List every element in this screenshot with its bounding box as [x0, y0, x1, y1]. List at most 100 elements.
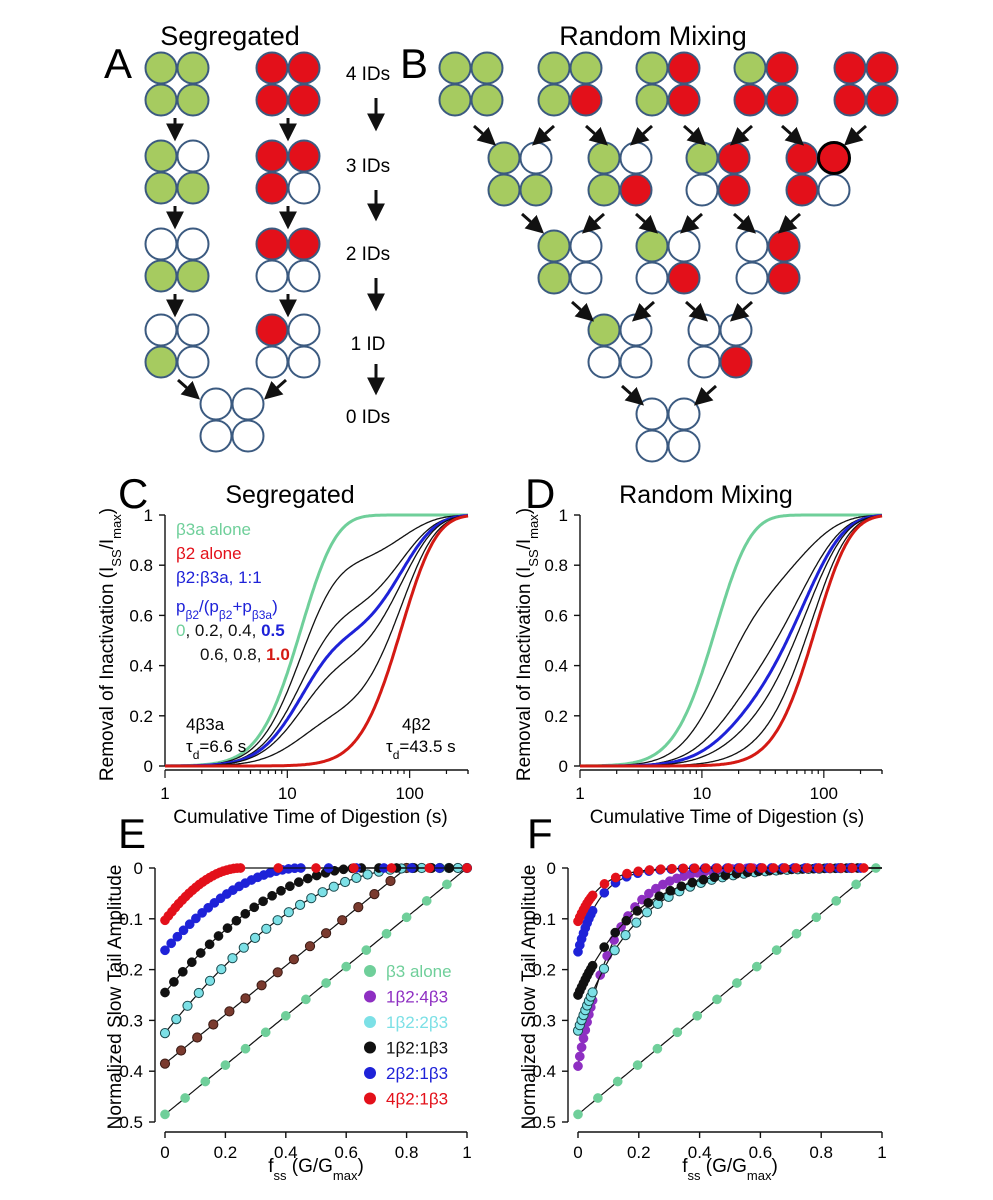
beta2-curve: [165, 514, 469, 768]
beta2-subunit: [865, 83, 899, 117]
data-point: [186, 957, 197, 968]
data-point: [462, 863, 472, 873]
data-point: [328, 881, 339, 892]
data-point: [672, 1027, 683, 1038]
data-point: [701, 863, 711, 873]
one-to-one-curve: [580, 514, 883, 768]
beta2-subunit: [765, 83, 799, 117]
arrow: [777, 212, 801, 234]
empty-subunit: [519, 141, 553, 175]
x-tick-label: 1: [575, 784, 584, 803]
empty-subunit: [255, 259, 289, 293]
annotation-4b3a: 4β3a: [186, 715, 225, 734]
data-point: [176, 1045, 187, 1056]
highlight-ring: [817, 141, 851, 175]
data-point: [847, 863, 858, 873]
beta3a-subunit: [537, 83, 571, 117]
beta3a-subunit: [176, 259, 210, 293]
x-tick-label: 100: [395, 784, 423, 803]
arrow: [729, 124, 753, 146]
data-point: [337, 915, 348, 926]
beta3a-subunit: [733, 51, 767, 85]
data-point: [321, 978, 331, 988]
subunit-quad: [255, 227, 321, 293]
data-point: [598, 963, 610, 974]
beta2-subunit: [767, 261, 801, 295]
data-point: [802, 863, 813, 873]
data-point: [240, 908, 251, 919]
data-point: [621, 915, 632, 926]
x-tick-label: 10: [692, 784, 711, 803]
empty-subunit: [719, 313, 753, 347]
subunit-quad: [687, 313, 753, 379]
y-tick-label: 0.4: [119, 1062, 143, 1081]
subunit-quad: [438, 51, 504, 117]
arrow: [571, 300, 595, 322]
data-point: [260, 1027, 271, 1038]
subunit-quad: [199, 387, 265, 453]
data-point: [578, 1033, 589, 1044]
empty-subunit: [176, 345, 210, 379]
beta2-subunit: [287, 83, 321, 117]
x-tick-label: 0.8: [395, 1143, 419, 1162]
data-point: [160, 987, 170, 998]
subunit-quad: [833, 51, 899, 117]
beta2-subunit: [785, 141, 819, 175]
x-tick-label: 1: [877, 1143, 886, 1162]
data-point: [442, 879, 452, 890]
arrow: [629, 124, 653, 146]
data-point: [159, 1058, 171, 1069]
data-point: [734, 863, 745, 873]
x-tick-label: 1: [160, 784, 169, 803]
arrow: [585, 124, 609, 146]
beta2-subunit: [717, 141, 751, 175]
data-point: [593, 1093, 603, 1103]
arrow: [729, 300, 753, 322]
arrow: [781, 124, 805, 146]
fraction-values-row2: 0.6, 0.8, 1.0: [200, 645, 290, 664]
beta3a-subunit: [438, 83, 472, 117]
data-point: [204, 939, 215, 950]
empty-subunit: [176, 227, 210, 261]
data-point: [240, 1043, 251, 1054]
data-point: [184, 919, 195, 930]
beta3a-subunit: [685, 141, 719, 175]
subunit-quad: [735, 229, 801, 295]
subunit-quad: [733, 51, 799, 117]
data-point: [831, 896, 842, 906]
data-point: [235, 863, 246, 873]
fit-line: [577, 867, 882, 1031]
data-point: [338, 864, 349, 875]
beta3a-subunit: [519, 173, 553, 207]
beta3a-subunit: [144, 51, 178, 85]
schematic-random-mixing: [438, 51, 899, 463]
empty-subunit: [587, 345, 621, 379]
data-point: [177, 966, 188, 977]
empty-subunit: [287, 259, 321, 293]
arrow: [679, 212, 703, 234]
data-point: [227, 953, 238, 964]
data-point: [160, 945, 170, 956]
data-point: [676, 881, 687, 892]
data-point: [295, 899, 306, 911]
x-axis-label: fss (G/Gmax): [682, 1156, 778, 1183]
x-tick-label: 1: [462, 1143, 471, 1162]
legend-marker: [364, 965, 376, 977]
beta2-subunit: [255, 171, 289, 205]
data-point: [369, 889, 380, 900]
data-point: [836, 863, 847, 873]
y-tick-label: 0.2: [119, 961, 143, 980]
data-point: [216, 964, 227, 975]
legend-beta3a: β3a alone: [176, 520, 251, 539]
data-point: [280, 1010, 291, 1021]
y-axis-label: Normalized Slow Tail Amplitude: [519, 865, 540, 1130]
data-point: [283, 907, 294, 918]
y-tick-label: 0.2: [544, 707, 568, 726]
beta3a-subunit: [537, 261, 571, 295]
beta2-subunit: [667, 51, 701, 85]
beta2-subunit: [287, 51, 321, 85]
arrow: [263, 378, 287, 400]
data-point: [599, 942, 610, 952]
data-point: [858, 863, 869, 873]
id-label-0: 0 IDs: [346, 407, 390, 428]
